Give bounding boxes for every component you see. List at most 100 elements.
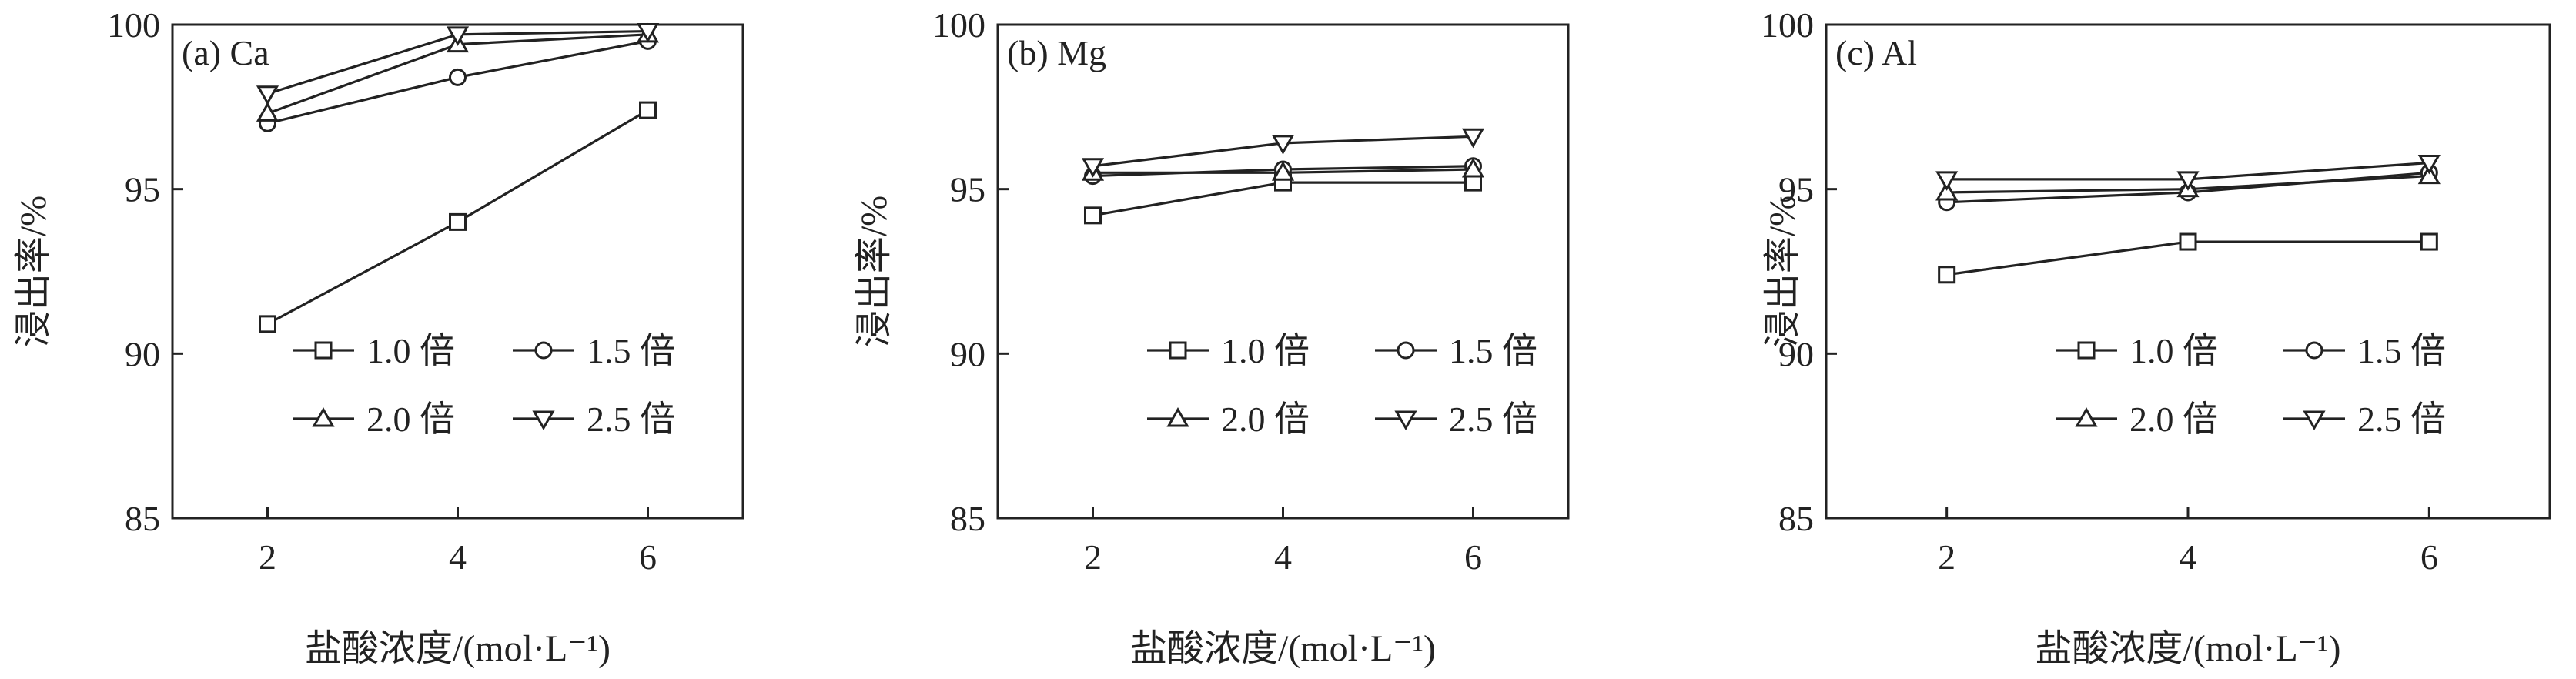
y-axis-title: 浸出率/% bbox=[13, 196, 54, 347]
data-point bbox=[1938, 266, 1956, 284]
legend-item: 1.0 倍 bbox=[293, 331, 455, 370]
y-tick-label: 100 bbox=[1761, 5, 1814, 45]
y-tick-label: 100 bbox=[932, 5, 985, 45]
legend-item: 1.0 倍 bbox=[2056, 331, 2218, 370]
data-point bbox=[2417, 154, 2441, 175]
x-tick-label: 2 bbox=[1938, 537, 1955, 577]
legend-marker bbox=[2303, 410, 2326, 431]
legend-item: 2.0 倍 bbox=[1147, 400, 1310, 439]
plot-frame bbox=[1825, 23, 2551, 520]
x-tick-label: 2 bbox=[259, 537, 276, 577]
series-4 bbox=[256, 23, 660, 105]
legend-label: 1.0 倍 bbox=[366, 331, 455, 370]
data-point bbox=[1461, 158, 1485, 178]
y-axis-title: 浸出率/% bbox=[854, 196, 895, 347]
x-axis-title: 盐酸浓度/(mol·L⁻¹) bbox=[305, 628, 611, 669]
legend-item: 2.5 倍 bbox=[2283, 400, 2446, 439]
legend-item: 1.5 倍 bbox=[2283, 331, 2446, 370]
legend-marker bbox=[1397, 341, 1415, 360]
data-point bbox=[1271, 135, 1295, 155]
legend-item: 1.5 倍 bbox=[513, 331, 675, 370]
legend-marker bbox=[532, 410, 555, 431]
legend-marker bbox=[2305, 341, 2323, 360]
x-axis-title: 盐酸浓度/(mol·L⁻¹) bbox=[1130, 628, 1436, 669]
series-1 bbox=[259, 101, 657, 333]
legend-label: 2.5 倍 bbox=[2357, 400, 2446, 439]
legend-label: 1.0 倍 bbox=[1221, 331, 1310, 370]
data-point bbox=[1271, 161, 1295, 181]
data-point bbox=[1935, 171, 1959, 191]
data-point bbox=[449, 68, 467, 86]
legend-marker bbox=[1394, 410, 1417, 431]
legend-item: 1.0 倍 bbox=[1147, 331, 1310, 370]
data-point bbox=[2417, 164, 2441, 185]
legend-marker bbox=[1166, 406, 1189, 427]
legend-label: 1.5 倍 bbox=[587, 331, 675, 370]
x-tick-label: 4 bbox=[449, 537, 467, 577]
plot-frame bbox=[171, 23, 744, 520]
data-point bbox=[449, 212, 467, 231]
y-tick-label: 90 bbox=[125, 334, 160, 373]
legend: 1.0 倍 1.5 倍 2.0 倍 2.5 倍 bbox=[1147, 331, 1537, 439]
y-tick-label: 85 bbox=[125, 499, 160, 538]
data-point bbox=[1935, 180, 1959, 201]
chart-panel-3: 85 90 95 100 2 4 6 (c) Al 盐酸浓度/(mol·L⁻¹) 浸出率/% 1.0… bbox=[1761, 5, 2551, 669]
legend-label: 2.0 倍 bbox=[1221, 400, 1310, 439]
y-tick-label: 95 bbox=[1778, 170, 1814, 209]
x-tick-label: 4 bbox=[2180, 537, 2197, 577]
y-tick-label: 85 bbox=[950, 499, 985, 538]
legend-label: 1.5 倍 bbox=[2357, 331, 2446, 370]
series-1 bbox=[1084, 173, 1482, 225]
x-tick-label: 2 bbox=[1084, 537, 1102, 577]
legend-marker bbox=[534, 341, 553, 360]
legend-marker bbox=[2075, 406, 2098, 427]
x-tick-label: 4 bbox=[1274, 537, 1292, 577]
legend-item: 2.0 倍 bbox=[293, 400, 455, 439]
legend-label: 1.5 倍 bbox=[1449, 331, 1537, 370]
legend: 1.0 倍 1.5 倍 2.0 倍 2.5 倍 bbox=[293, 331, 675, 439]
legend-label: 2.5 倍 bbox=[1449, 400, 1537, 439]
y-tick-label: 85 bbox=[1778, 499, 1814, 538]
panel-title: (b) Mg bbox=[1007, 33, 1106, 72]
series-1 bbox=[1938, 232, 2438, 284]
legend-marker bbox=[314, 341, 333, 360]
legend-marker bbox=[312, 406, 335, 427]
x-axis-title: 盐酸浓度/(mol·L⁻¹) bbox=[2035, 628, 2340, 669]
panel-title: (c) Al bbox=[1835, 33, 1917, 72]
data-point bbox=[2179, 232, 2197, 251]
data-point bbox=[256, 102, 279, 122]
legend-marker bbox=[2077, 341, 2096, 360]
legend-item: 2.5 倍 bbox=[1375, 400, 1537, 439]
y-tick-label: 95 bbox=[125, 170, 160, 209]
legend-item: 2.5 倍 bbox=[513, 400, 675, 439]
data-point bbox=[636, 23, 660, 43]
data-point bbox=[2420, 232, 2438, 251]
data-point bbox=[1461, 128, 1485, 149]
data-point bbox=[2176, 171, 2200, 191]
legend-item: 2.0 倍 bbox=[2056, 400, 2218, 439]
data-point bbox=[256, 85, 279, 105]
data-point bbox=[639, 101, 657, 119]
x-tick-label: 6 bbox=[1464, 537, 1482, 577]
data-point bbox=[1084, 206, 1102, 225]
x-tick-label: 6 bbox=[639, 537, 657, 577]
chart-panel-2: 85 90 95 100 2 4 6 (b) Mg 盐酸浓度/(mol·L⁻¹) 浸出率/% 1.0… bbox=[854, 5, 1570, 669]
legend-label: 2.0 倍 bbox=[366, 400, 455, 439]
series-4 bbox=[1081, 128, 1485, 178]
y-axis-title: 浸出率/% bbox=[1762, 196, 1803, 347]
y-tick-label: 90 bbox=[1778, 334, 1814, 373]
chart-panel-1: 85 90 95 100 2 4 6 (a) Ca 盐酸浓度/(mol·L⁻¹) 浸出率/% 1.0… bbox=[13, 5, 744, 669]
series-4 bbox=[1935, 154, 2441, 191]
plot-frame bbox=[996, 23, 1570, 520]
y-tick-label: 95 bbox=[950, 170, 985, 209]
panel-title: (a) Ca bbox=[182, 33, 269, 72]
data-point bbox=[446, 26, 470, 46]
data-point bbox=[1081, 158, 1105, 178]
legend-label: 2.0 倍 bbox=[2129, 400, 2218, 439]
data-point bbox=[259, 315, 276, 333]
x-tick-label: 6 bbox=[2420, 537, 2438, 577]
legend-item: 1.5 倍 bbox=[1375, 331, 1537, 370]
legend-label: 2.5 倍 bbox=[587, 400, 675, 439]
